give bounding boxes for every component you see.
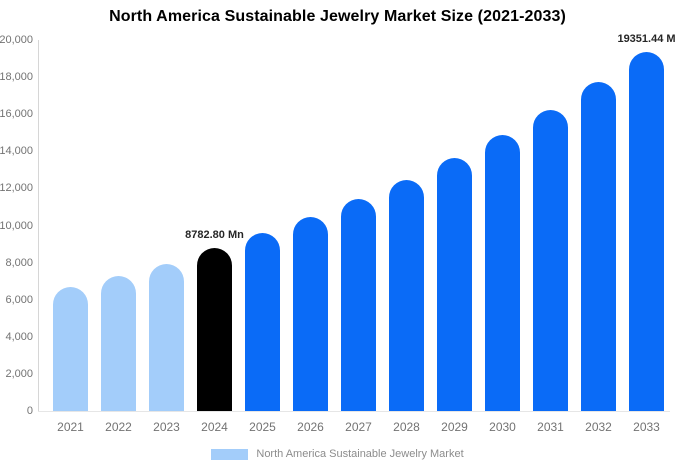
plot-area: 8782.80 Mn 19351.44 M — [38, 33, 675, 411]
y-tick-label: 4,000 — [5, 330, 33, 343]
bar-value-label-2024: 8782.80 Mn — [185, 229, 244, 242]
bar-2022[interactable] — [101, 275, 136, 411]
y-tick-label: 18,000 — [0, 71, 33, 84]
legend-swatch — [211, 448, 249, 460]
chart-title: North America Sustainable Jewelry Market… — [109, 8, 566, 25]
x-tick-label-2031: 2031 — [537, 420, 564, 434]
x-tick-label-2022: 2022 — [105, 420, 132, 434]
bar-2024[interactable] — [197, 248, 232, 411]
bar-2032[interactable] — [581, 82, 616, 411]
y-tick-label: 6,000 — [5, 293, 33, 306]
y-tick-label: 12,000 — [0, 182, 33, 195]
bar-2021[interactable] — [53, 286, 88, 411]
bar-2031[interactable] — [533, 109, 568, 411]
bar-2023[interactable] — [149, 263, 184, 411]
y-tick-label: 10,000 — [0, 219, 33, 232]
y-axis-line — [38, 40, 39, 412]
x-tick-label-2029: 2029 — [441, 420, 468, 434]
legend-label: North America Sustainable Jewelry Market — [256, 448, 464, 460]
y-tick-label: 20,000 — [0, 34, 33, 46]
y-tick-label: 14,000 — [0, 145, 33, 158]
y-tick-label: 2,000 — [5, 367, 33, 380]
x-tick-label-2032: 2032 — [585, 420, 612, 434]
bar-2029[interactable] — [437, 158, 472, 411]
bar-2026[interactable] — [293, 216, 328, 411]
bar-2030[interactable] — [485, 134, 520, 411]
bar-2025[interactable] — [245, 233, 280, 411]
x-tick-label-2025: 2025 — [249, 420, 276, 434]
x-tick-label-2024: 2024 — [201, 420, 228, 434]
bar-2033[interactable] — [629, 52, 664, 411]
bar-2028[interactable] — [389, 179, 424, 411]
y-tick-label: 16,000 — [0, 108, 33, 121]
bar-value-label-2033: 19351.44 M — [617, 33, 675, 46]
y-tick-label: 8,000 — [5, 256, 33, 269]
x-tick-label-2030: 2030 — [489, 420, 516, 434]
x-tick-label-2033: 2033 — [633, 420, 660, 434]
y-tick-label: 0 — [26, 405, 33, 417]
x-axis: 2021 2022 2023 2024 2025 2026 2027 2028 2029 2030… — [38, 420, 670, 436]
x-tick-label-2028: 2028 — [393, 420, 420, 434]
y-axis: 0 2,000 4,000 6,000 8,000 10,000 12,000 14,000 1… — [0, 34, 33, 417]
x-axis-line — [38, 411, 670, 412]
legend[interactable]: North America Sustainable Jewelry Market — [0, 448, 675, 460]
bar-2027[interactable] — [341, 198, 376, 411]
x-tick-label-2021: 2021 — [57, 420, 84, 434]
x-tick-label-2027: 2027 — [345, 420, 372, 434]
x-tick-label-2026: 2026 — [297, 420, 324, 434]
x-tick-label-2023: 2023 — [153, 420, 180, 434]
